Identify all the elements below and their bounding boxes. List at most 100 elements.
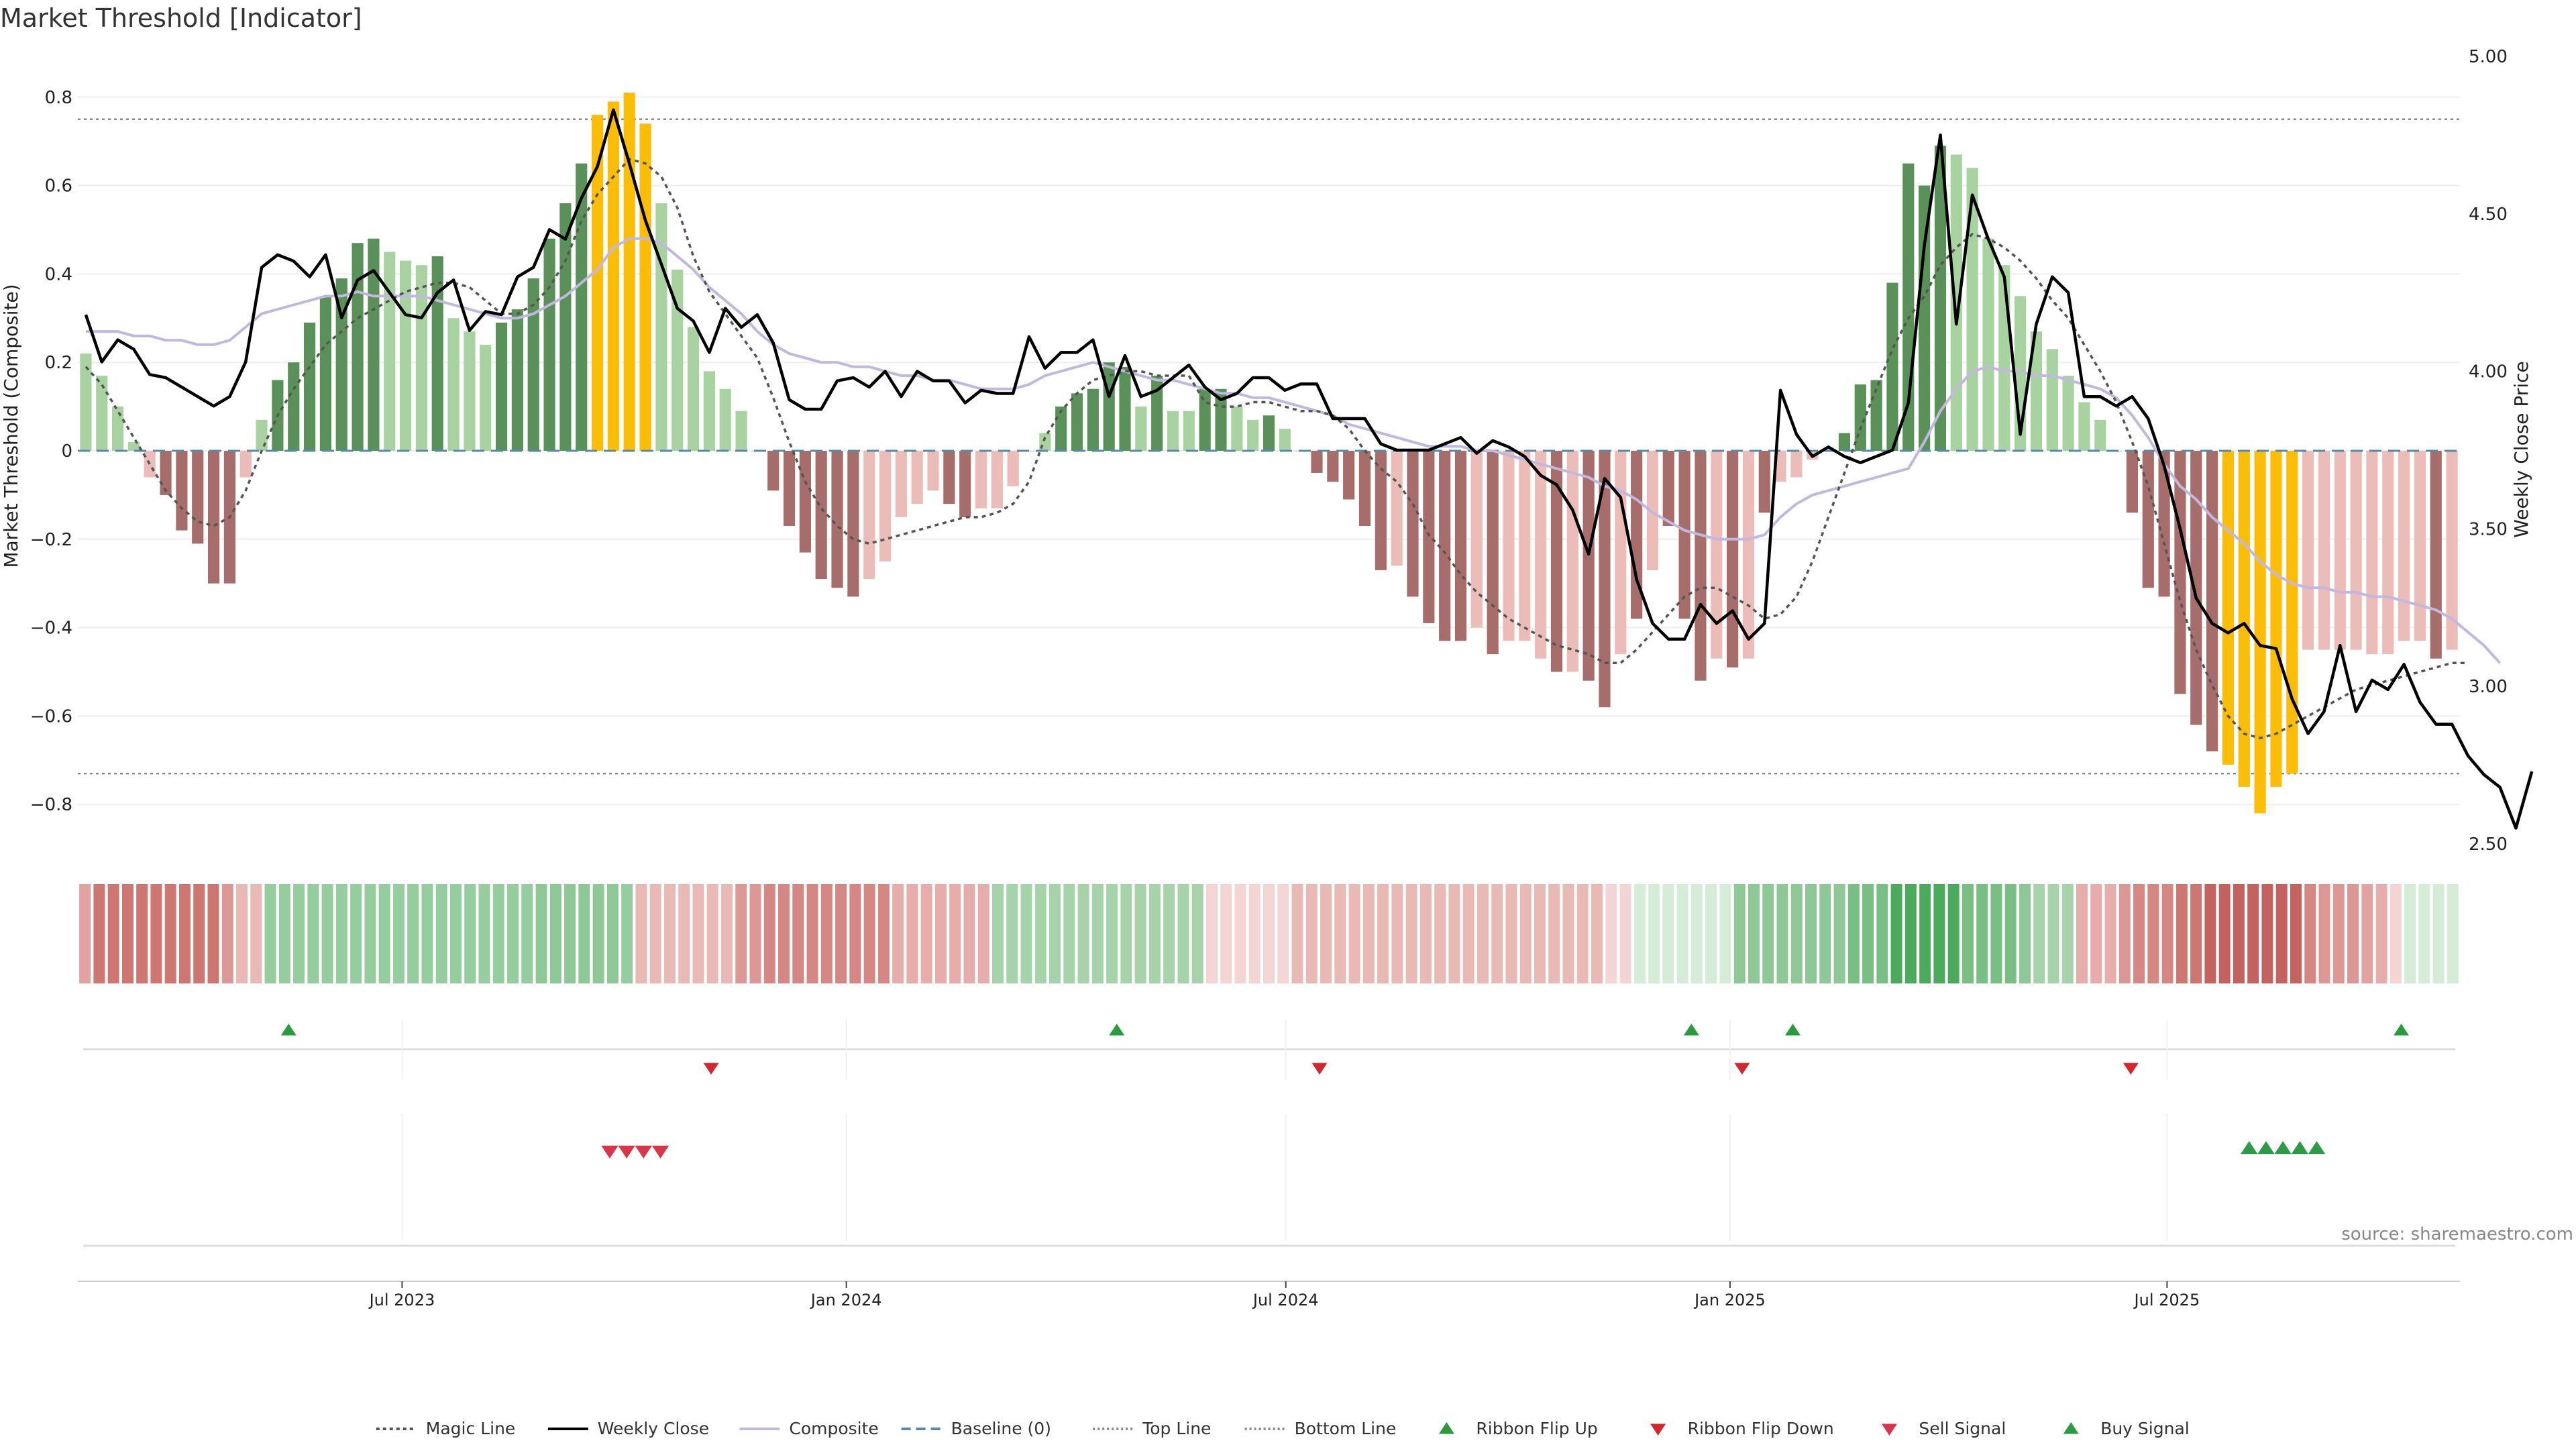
composite-bar [1727, 451, 1739, 667]
composite-bar [464, 331, 476, 451]
ribbon-cell [1091, 884, 1104, 983]
ribbon-cell [492, 884, 504, 983]
ribbon-cell [1419, 884, 1432, 983]
ribbon-cell [1448, 884, 1460, 983]
ribbon-cell [1291, 884, 1303, 983]
magic-line [85, 158, 2468, 740]
ribbon-cell [2375, 884, 2387, 983]
composite-bar [368, 238, 380, 451]
composite-bar [1919, 185, 1931, 451]
composite-bar [1487, 451, 1499, 655]
composite-bar [735, 411, 747, 451]
composite-bar [639, 123, 651, 451]
legend-ribbon-flip-up-swatch [1438, 1422, 1454, 1434]
ribbon-cell [1762, 884, 1774, 983]
ribbon-flip-up-marker [1683, 1024, 1699, 1036]
ribbon-cell [863, 884, 875, 983]
legend-composite: Composite [739, 1419, 879, 1438]
composite-bar [543, 238, 555, 451]
ribbon-cell [1106, 884, 1118, 983]
ribbon-cell [1947, 884, 1960, 983]
composite-bar [303, 322, 316, 451]
ribbon-cell [549, 884, 561, 983]
composite-bar [2158, 451, 2170, 597]
composite-bar [1311, 451, 1323, 473]
legend-buy-signal-label: Buy Signal [2100, 1419, 2190, 1438]
sell-signal-marker [635, 1145, 652, 1159]
ribbon-cell [1248, 884, 1260, 983]
x-tick-label: Jul 2025 [2133, 1291, 2200, 1309]
ribbon-cell [735, 884, 747, 983]
left-y-tick-label: −0.6 [30, 706, 72, 727]
ribbon-cell [335, 884, 347, 983]
composite-bar [144, 451, 156, 478]
ribbon-cell [193, 884, 205, 983]
composite-bar [2030, 331, 2043, 451]
composite-bar [975, 451, 987, 508]
composite-bar [831, 451, 843, 588]
ribbon-cell [1305, 884, 1318, 983]
composite-bar [1327, 451, 1339, 482]
composite-bar [2270, 451, 2282, 787]
ribbon-cell [1377, 884, 1389, 983]
composite-bar [2414, 451, 2426, 641]
composite-bar [288, 362, 300, 451]
legend-weekly-close-label: Weekly Close [598, 1419, 709, 1438]
ribbon-cell [1163, 884, 1175, 983]
ribbon-cell [264, 884, 276, 983]
left-y-tick-label: 0.2 [45, 353, 72, 373]
ribbon-cell [949, 884, 961, 983]
ribbon-cell [1562, 884, 1574, 983]
ribbon-cell [1234, 884, 1246, 983]
composite-bar [655, 203, 667, 451]
ribbon-cell [1477, 884, 1489, 983]
ribbon-cell [792, 884, 804, 983]
composite-bar [1135, 407, 1147, 451]
composite-bar [1631, 451, 1643, 619]
ribbon-cell [2447, 884, 2459, 983]
composite-bars [78, 93, 2460, 814]
composite-bar [799, 451, 811, 553]
ribbon-cell [392, 884, 405, 983]
composite-bar [1503, 451, 1515, 641]
ribbon-cell [2033, 884, 2045, 983]
ribbon-flip-up-marker [1109, 1024, 1125, 1036]
ribbon-cell [278, 884, 290, 983]
ribbon-cell [706, 884, 718, 983]
composite-bar [399, 260, 412, 451]
composite-bar [2238, 451, 2250, 787]
ribbon-cell [1334, 884, 1346, 983]
composite-bar [1646, 451, 1659, 570]
legend-baseline-label: Baseline (0) [951, 1419, 1051, 1438]
ribbon-cell [378, 884, 390, 983]
ribbon-cell [164, 884, 176, 983]
ribbon-cell [2361, 884, 2373, 983]
sell-signal-marker [601, 1145, 619, 1159]
ribbon-cell [464, 884, 476, 983]
buy-signal-marker [2257, 1141, 2275, 1155]
composite-bar [1966, 168, 1978, 451]
ribbon-cell [663, 884, 676, 983]
ribbon-cell [692, 884, 704, 983]
ribbon-cell [806, 884, 818, 983]
composite-bar [1470, 451, 1483, 628]
ribbon-cell [678, 884, 690, 983]
sell-signal-marker [618, 1145, 635, 1159]
ribbon-flip-down-marker [703, 1063, 719, 1075]
composite-bar [256, 419, 268, 451]
ribbon-cell [1876, 884, 1888, 983]
ribbon-cell [1434, 884, 1446, 983]
left-y-tick-label: −0.8 [30, 795, 72, 815]
ribbon-flip-up-marker [280, 1024, 297, 1036]
ribbon-flip-down-marker [1311, 1063, 1328, 1075]
buy-signal-marker [2274, 1141, 2292, 1155]
ribbon-cell [1391, 884, 1403, 983]
composite-bar [783, 451, 796, 527]
composite-bar [1582, 451, 1595, 681]
ribbon-cell [621, 884, 633, 983]
composite-bar [447, 318, 460, 451]
ribbon-cell [2133, 884, 2145, 983]
composite-bar [239, 451, 252, 478]
ribbon-cell [1619, 884, 1631, 983]
ribbon-cell [763, 884, 775, 983]
